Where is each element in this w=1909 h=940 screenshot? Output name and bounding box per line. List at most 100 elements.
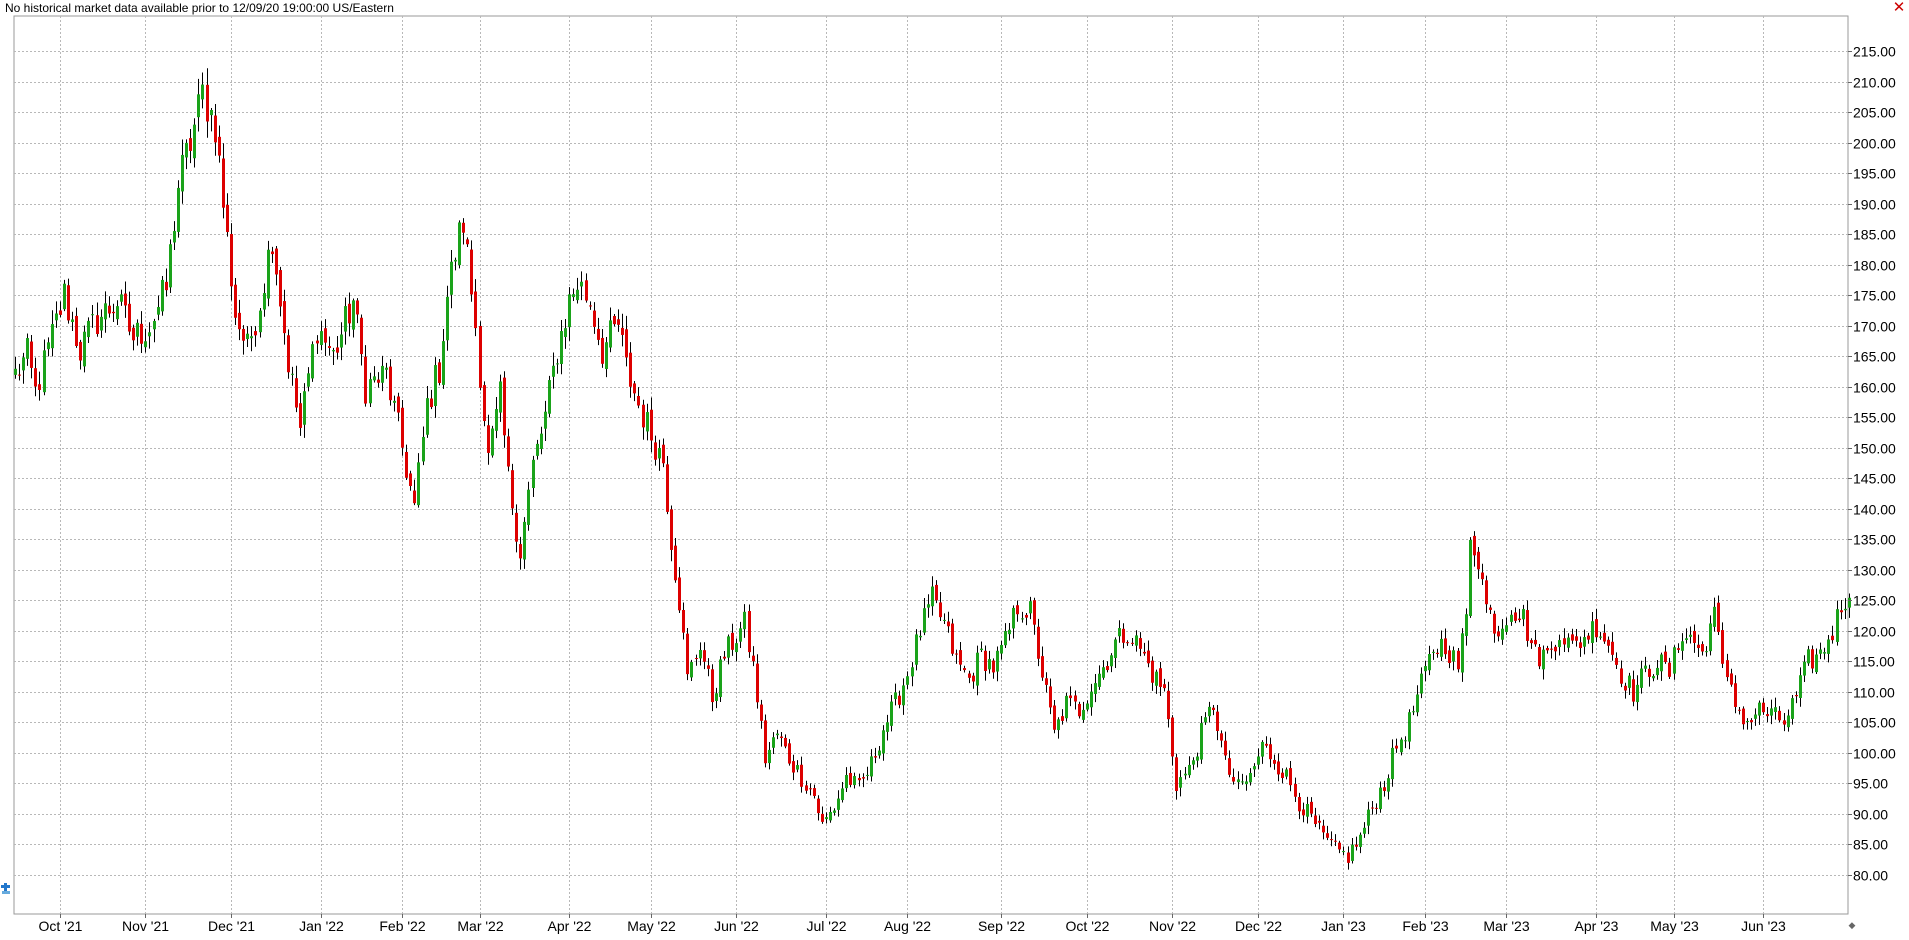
candle-down <box>214 115 217 143</box>
candle-up <box>1200 723 1203 760</box>
y-tick-label: 100.00 <box>1853 746 1896 762</box>
candle-down <box>438 362 441 383</box>
candle-down <box>128 303 131 332</box>
candle-up <box>1432 651 1435 653</box>
candle-down <box>1383 787 1386 791</box>
x-tick-label: Mar '23 <box>1483 918 1529 934</box>
candle-down <box>662 444 665 464</box>
candle-up <box>344 306 347 332</box>
time-axis[interactable]: Oct '21 Nov '21 Dec '21 Jan '22 Feb '22 Mar '… <box>39 914 1787 934</box>
candle-up <box>426 398 429 435</box>
candle-up <box>572 294 575 298</box>
candle-down <box>299 403 302 428</box>
candle-down <box>760 704 763 721</box>
candle-up <box>157 307 160 315</box>
candle-down <box>1078 703 1081 717</box>
candle-up <box>776 733 779 736</box>
candle-up <box>434 365 437 407</box>
candle-up <box>63 283 66 310</box>
candle-up <box>177 187 180 232</box>
candle-up <box>1799 675 1802 698</box>
candle-down <box>1701 644 1704 652</box>
candle-up <box>1640 668 1643 688</box>
scroll-right-icon[interactable]: ◆ <box>1848 921 1856 931</box>
candle-down <box>1216 711 1219 732</box>
candle-down <box>748 611 751 653</box>
candle-up <box>1094 683 1097 694</box>
candle-up <box>71 319 74 323</box>
candle-up <box>1505 625 1508 632</box>
candle-down <box>1831 635 1834 641</box>
candle-down <box>430 398 433 408</box>
candle-down <box>898 695 901 705</box>
candle-up <box>369 379 372 404</box>
candle-down <box>279 270 282 307</box>
candle-up <box>1420 673 1423 694</box>
candle-down <box>230 234 233 287</box>
close-icon[interactable]: ✕ <box>1892 0 1906 16</box>
plot-area[interactable] <box>13 15 1849 915</box>
price-axis[interactable]: 80.00 85.00 90.00 95.00 100.00 105.00 110.00 11… <box>1848 44 1896 884</box>
candle-down <box>189 138 192 151</box>
candle-down <box>1579 642 1582 649</box>
candle-down <box>621 327 624 335</box>
candle-down <box>1037 626 1040 659</box>
candle-up <box>291 373 294 375</box>
candle-up <box>1184 773 1187 776</box>
candle-up <box>833 810 836 813</box>
y-tick-label: 155.00 <box>1853 410 1896 426</box>
candle-up <box>1836 609 1839 642</box>
candle-down <box>507 436 510 467</box>
x-tick-label: Oct '21 <box>39 918 83 934</box>
candle-up <box>144 341 147 348</box>
candle-up <box>55 313 58 321</box>
y-tick-label: 190.00 <box>1853 197 1896 213</box>
y-tick-label: 170.00 <box>1853 319 1896 335</box>
candle-up <box>1844 608 1847 611</box>
candle-up <box>580 281 583 287</box>
candle-up <box>450 261 453 295</box>
x-tick-label: Nov '21 <box>122 918 169 934</box>
candle-down <box>955 653 958 655</box>
candle-up <box>1021 618 1024 620</box>
candle-down <box>287 335 290 373</box>
candle-down <box>629 352 632 387</box>
candle-up <box>1188 764 1191 776</box>
candle-down <box>413 490 416 504</box>
candle-up <box>1245 781 1248 785</box>
candle-down <box>1546 648 1549 651</box>
candle-down <box>1167 690 1170 720</box>
candle-down <box>1762 702 1765 713</box>
x-tick-label: Oct '22 <box>1066 918 1110 934</box>
candle-up <box>47 342 50 350</box>
candle-down <box>1147 650 1150 664</box>
candle-up <box>1118 628 1121 637</box>
candle-up <box>845 774 848 789</box>
candle-up <box>1791 698 1794 719</box>
candle-up <box>120 294 123 302</box>
crosshair-tool-icon[interactable] <box>0 882 14 896</box>
candle-down <box>1811 649 1814 669</box>
candle-up <box>1424 666 1427 672</box>
candle-up <box>1644 665 1647 669</box>
x-tick-label: May '22 <box>627 918 676 934</box>
candle-down <box>625 329 628 358</box>
candle-up <box>1004 631 1007 646</box>
candle-down <box>1159 668 1162 687</box>
candle-up <box>1628 675 1631 688</box>
candle-up <box>43 350 46 393</box>
candle-up <box>609 320 612 348</box>
candle-down <box>1697 644 1700 649</box>
candle-down <box>1069 695 1072 699</box>
candle-up <box>1428 654 1431 671</box>
candle-up <box>1823 652 1826 654</box>
candle-up <box>894 692 897 700</box>
candle-down <box>1444 638 1447 655</box>
candle-down <box>108 305 111 314</box>
candle-up <box>1815 654 1818 673</box>
candle-up <box>560 331 563 364</box>
candle-up <box>825 817 828 820</box>
candle-down <box>809 788 812 790</box>
candlestick-series <box>14 68 1851 870</box>
